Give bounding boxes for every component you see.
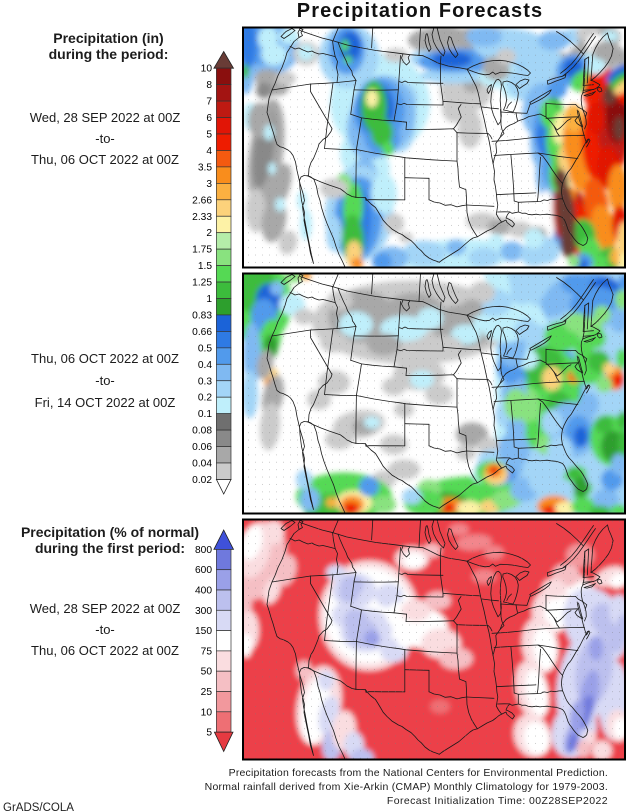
svg-text:1.25: 1.25	[192, 278, 212, 289]
svg-text:2.66: 2.66	[192, 195, 212, 206]
svg-text:10: 10	[201, 64, 213, 75]
svg-text:0.4: 0.4	[198, 360, 212, 371]
svg-text:2: 2	[206, 228, 212, 239]
svg-text:5: 5	[206, 728, 212, 739]
svg-text:4: 4	[206, 146, 212, 157]
svg-text:800: 800	[195, 545, 212, 556]
svg-text:8: 8	[206, 80, 212, 91]
svg-text:0.1: 0.1	[198, 409, 212, 420]
svg-text:400: 400	[195, 586, 212, 597]
svg-text:50: 50	[201, 667, 213, 678]
svg-text:75: 75	[201, 646, 213, 657]
svg-text:3.5: 3.5	[198, 162, 212, 173]
svg-text:0.2: 0.2	[198, 393, 212, 404]
svg-text:7: 7	[206, 97, 212, 108]
svg-text:3: 3	[206, 179, 212, 190]
svg-text:0.83: 0.83	[192, 310, 212, 321]
svg-text:0.06: 0.06	[192, 442, 212, 453]
svg-text:600: 600	[195, 565, 212, 576]
svg-text:5: 5	[206, 130, 212, 141]
svg-text:0.3: 0.3	[198, 376, 212, 387]
svg-text:150: 150	[195, 626, 212, 637]
svg-text:1.5: 1.5	[198, 261, 212, 272]
svg-text:0.5: 0.5	[198, 343, 212, 354]
svg-text:1.75: 1.75	[192, 245, 212, 256]
svg-text:25: 25	[201, 687, 213, 698]
svg-text:6: 6	[206, 113, 212, 124]
svg-text:0.66: 0.66	[192, 327, 212, 338]
svg-text:0.02: 0.02	[192, 475, 212, 486]
svg-text:0.08: 0.08	[192, 426, 212, 437]
svg-text:1: 1	[206, 294, 212, 305]
svg-text:10: 10	[201, 707, 213, 718]
svg-text:0.04: 0.04	[192, 459, 212, 470]
svg-text:2.33: 2.33	[192, 212, 212, 223]
svg-text:300: 300	[195, 606, 212, 617]
